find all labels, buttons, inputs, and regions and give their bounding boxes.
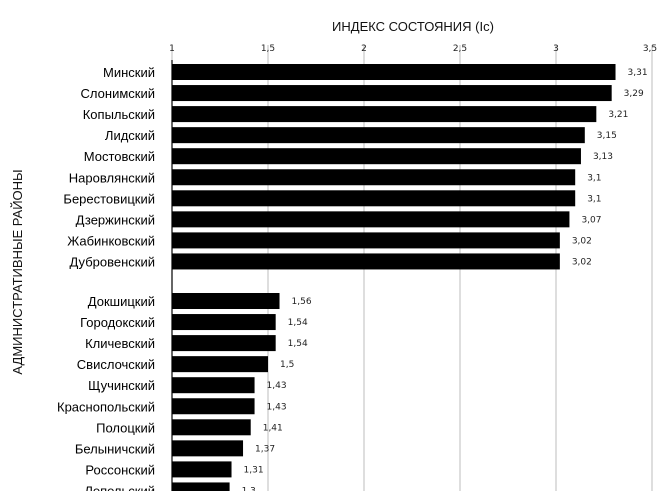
category-label: Берестовицкий	[63, 191, 155, 206]
category-label: Копыльский	[83, 107, 155, 122]
category-label: Щучинский	[88, 378, 155, 393]
category-label: Дзержинский	[76, 212, 155, 227]
value-labels: 3,31 3,29 3,21 3,15 3,13 3,1 3,1 3,07 3,02 3,02 1,…	[242, 68, 648, 491]
category-label: Наровлянский	[69, 170, 155, 185]
bar	[172, 169, 576, 186]
category-label: Мостовский	[84, 149, 155, 164]
value-label: 1,56	[292, 297, 312, 307]
value-label: 3,29	[624, 89, 644, 99]
category-label: Россонский	[85, 462, 155, 477]
value-label: 1,37	[255, 444, 275, 454]
bar	[172, 211, 570, 228]
value-label: 3,15	[597, 131, 617, 141]
category-label: Белыничский	[75, 441, 155, 456]
category-label: Жабинковский	[67, 233, 155, 248]
value-label: 1,54	[288, 339, 308, 349]
x-tick-label: 2,5	[453, 44, 467, 54]
x-tick-labels: 1 1,5 2 2,5 3 3,5	[169, 44, 657, 54]
category-label: Городокский	[80, 315, 155, 330]
category-label: Докшицкий	[88, 294, 155, 309]
value-label: 3,1	[587, 173, 601, 183]
bar	[172, 148, 581, 165]
value-label: 1,3	[242, 486, 256, 491]
value-label: 3,13	[593, 152, 613, 162]
x-axis-title: ИНДЕКС СОСТОЯНИЯ (Ic)	[332, 19, 494, 34]
y-axis-title: АДМИНИСТРАТИВНЫЕ РАЙОНЫ	[10, 169, 25, 374]
value-label: 1,54	[288, 318, 308, 328]
bar	[172, 85, 612, 102]
bar	[172, 440, 244, 457]
category-labels: Минский Слонимский Копыльский Лидский Мостов…	[57, 65, 155, 491]
value-label: 1,41	[263, 423, 283, 433]
category-label: Полоцкий	[96, 420, 155, 435]
bar	[172, 482, 230, 491]
bar	[172, 419, 251, 436]
bar	[172, 190, 576, 207]
x-tick-label: 3,5	[643, 44, 657, 54]
value-label: 3,31	[628, 68, 648, 78]
x-tick-label: 2	[361, 44, 367, 54]
bar	[172, 293, 280, 309]
value-label: 1,43	[267, 381, 287, 391]
bar	[172, 106, 597, 123]
category-label: Лепельский	[84, 483, 155, 491]
bar	[172, 335, 276, 352]
bar	[172, 314, 276, 331]
x-tick-label: 3	[553, 44, 559, 54]
bar	[172, 377, 255, 394]
value-label: 1,31	[244, 465, 264, 475]
x-tick-label: 1,5	[261, 44, 275, 54]
bar	[172, 64, 616, 80]
bar	[172, 461, 232, 478]
category-label: Свислочский	[77, 357, 155, 372]
bar	[172, 127, 585, 144]
x-tick-label: 1	[169, 44, 175, 54]
bar	[172, 232, 560, 249]
category-label: Слонимский	[81, 86, 155, 101]
category-label: Минский	[103, 65, 155, 80]
value-label: 3,21	[608, 110, 628, 120]
category-label: Краснопольский	[57, 399, 155, 414]
category-label: Кличевский	[85, 336, 155, 351]
bar	[172, 253, 560, 270]
bar	[172, 398, 255, 415]
value-label: 3,02	[572, 257, 592, 267]
value-label: 1,43	[267, 402, 287, 412]
value-label: 3,1	[587, 194, 601, 204]
bar	[172, 356, 268, 373]
bars	[172, 64, 616, 491]
value-label: 3,02	[572, 236, 592, 246]
category-label: Лидский	[105, 128, 155, 143]
value-label: 3,07	[581, 215, 601, 225]
category-label: Дубровенский	[69, 254, 155, 269]
value-label: 1,5	[280, 360, 294, 370]
